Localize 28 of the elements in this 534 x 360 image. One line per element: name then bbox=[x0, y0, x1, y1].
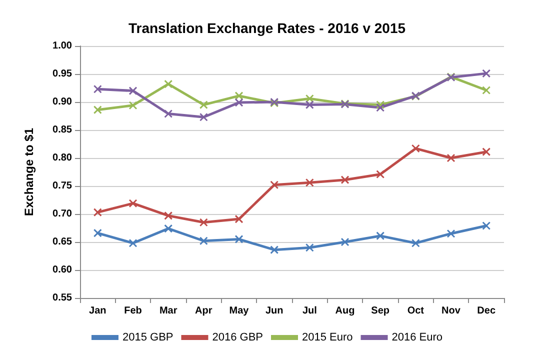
x-tick-label: Apr bbox=[195, 306, 212, 316]
chart-title: Translation Exchange Rates - 2016 v 2015 bbox=[128, 20, 406, 36]
x-tick-label: May bbox=[229, 306, 250, 316]
x-tick-label: Jul bbox=[302, 306, 318, 316]
y-tick-label: 0.90 bbox=[52, 96, 72, 108]
x-tick-label: Nov bbox=[442, 306, 461, 316]
legend-label: 2016 GBP bbox=[212, 332, 264, 344]
y-tick-label: 0.60 bbox=[52, 264, 72, 276]
legend-label: 2016 Euro bbox=[392, 332, 443, 344]
y-tick-label: 1.00 bbox=[52, 40, 72, 52]
y-tick-label: 0.85 bbox=[52, 124, 72, 136]
y-axis-title: Exchange to $1 bbox=[22, 128, 36, 216]
x-tick-label: Sep bbox=[371, 306, 390, 316]
x-tick-label: Jun bbox=[265, 306, 284, 316]
x-tick-label: Oct bbox=[407, 306, 425, 316]
legend-label: 2015 GBP bbox=[122, 332, 174, 344]
y-tick-label: 0.65 bbox=[52, 236, 72, 248]
x-tick-label: Mar bbox=[159, 306, 178, 316]
y-tick-label: 0.55 bbox=[52, 292, 72, 304]
y-tick-label: 0.95 bbox=[52, 68, 72, 80]
x-tick-label: Feb bbox=[124, 306, 142, 316]
x-tick-label: Aug bbox=[335, 306, 355, 316]
y-tick-label: 0.75 bbox=[52, 180, 72, 192]
legend-label: 2015 Euro bbox=[302, 332, 353, 344]
y-tick-label: 0.70 bbox=[52, 208, 72, 220]
x-tick-label: Dec bbox=[477, 306, 496, 316]
x-tick-label: Jan bbox=[89, 306, 106, 316]
y-tick-label: 0.80 bbox=[52, 152, 72, 164]
